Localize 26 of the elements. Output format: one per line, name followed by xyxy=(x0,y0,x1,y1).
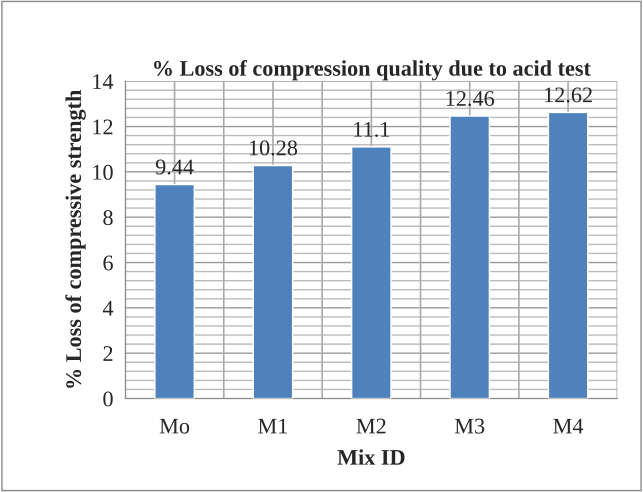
bar xyxy=(449,115,490,399)
x-tick-label: Mo xyxy=(160,418,190,434)
bar xyxy=(252,164,294,399)
y-tick-label: 14 xyxy=(93,74,114,89)
data-label: 12.46 xyxy=(446,91,494,106)
chart-title: % Loss of compression quality due to acid test xyxy=(154,60,591,80)
y-tick-label: 10 xyxy=(93,164,113,180)
bar xyxy=(548,112,588,399)
y-tick-label: 2 xyxy=(103,346,112,361)
y-axis-title: % Loss of compressive strength xyxy=(65,90,86,388)
data-label: 12.62 xyxy=(545,87,592,102)
y-tick-label: 8 xyxy=(103,210,113,226)
y-tick-label: 6 xyxy=(103,256,113,270)
x-axis-title: Mix ID xyxy=(337,449,404,465)
y-tick-label: 4 xyxy=(102,300,114,316)
x-tick-label: M1 xyxy=(258,418,288,434)
x-tick-label: M2 xyxy=(356,418,386,434)
x-tick-label: M4 xyxy=(553,418,584,434)
y-tick-label: 0 xyxy=(103,391,113,406)
x-tick-label: M3 xyxy=(454,418,484,434)
bar xyxy=(154,184,195,399)
y-tick-label: 12 xyxy=(93,120,112,134)
data-label: 9.44 xyxy=(156,160,194,175)
bar xyxy=(350,146,392,399)
data-label: 10.28 xyxy=(250,140,298,156)
data-label: 11.1 xyxy=(354,122,390,137)
